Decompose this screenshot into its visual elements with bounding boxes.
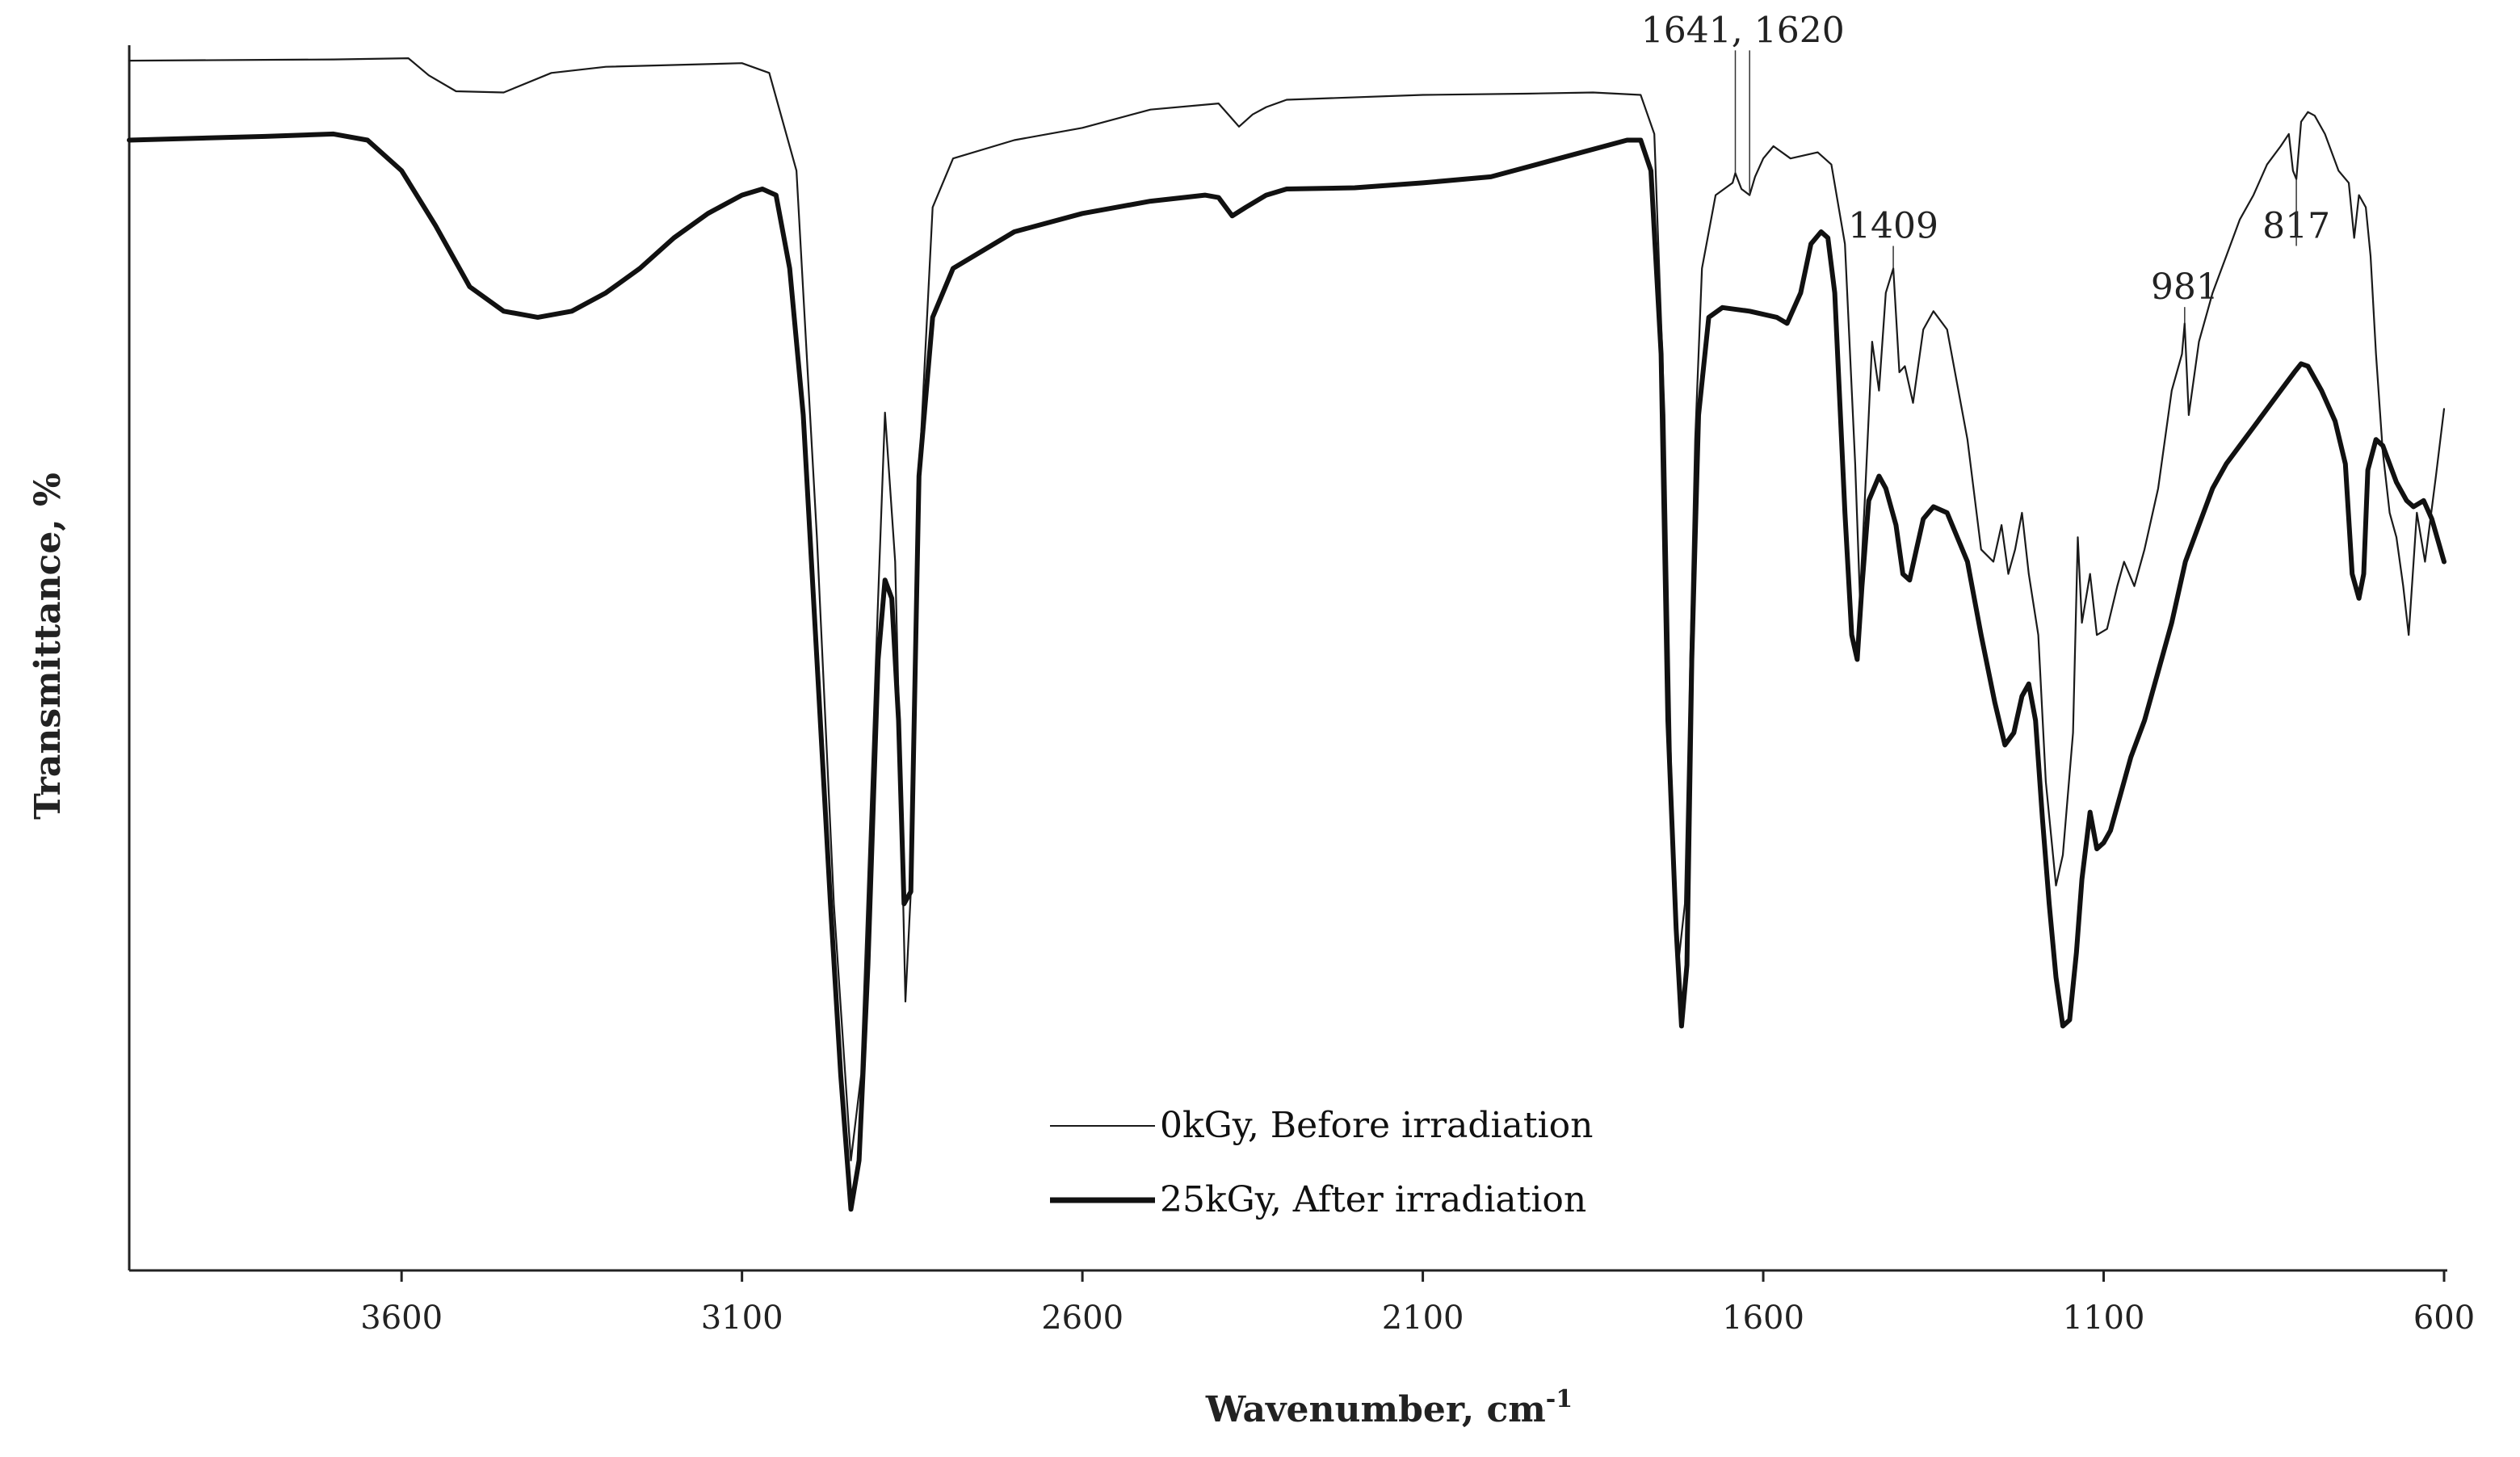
axes: 3600 3100 2600 2100 1600 1100 600 bbox=[128, 45, 2475, 1337]
legend: 0kGy, Before irradiation 25kGy, After ir… bbox=[1050, 1105, 1593, 1220]
x-tick-label: 2100 bbox=[1382, 1300, 1464, 1337]
x-tick-label: 2600 bbox=[1041, 1300, 1124, 1337]
x-tick-label: 3100 bbox=[701, 1300, 783, 1337]
x-tick-label: 1100 bbox=[2063, 1300, 2145, 1337]
x-axis-title: Wavenumber, cm-1 bbox=[1205, 1385, 1573, 1430]
legend-label-before: 0kGy, Before irradiation bbox=[1160, 1105, 1593, 1146]
x-tick-label: 1600 bbox=[1722, 1300, 1804, 1337]
x-axis-title-superscript: -1 bbox=[1546, 1385, 1573, 1413]
peak-annotation: 1641, 1620 bbox=[1641, 10, 1845, 51]
legend-label-after: 25kGy, After irradiation bbox=[1160, 1179, 1586, 1220]
peak-annotation: 1409 bbox=[1848, 206, 1938, 247]
x-axis-title-text: Wavenumber, cm bbox=[1205, 1389, 1546, 1430]
series-layer bbox=[127, 57, 2446, 1212]
x-tick-label: 600 bbox=[2413, 1300, 2475, 1337]
series-line-after-irradiation bbox=[127, 131, 2446, 1212]
series-line-before-irradiation bbox=[128, 57, 2446, 1161]
peak-annotation: 981 bbox=[2151, 267, 2219, 308]
y-axis-title: Transmittance, % bbox=[27, 472, 69, 820]
x-tick-label: 3600 bbox=[360, 1300, 443, 1337]
